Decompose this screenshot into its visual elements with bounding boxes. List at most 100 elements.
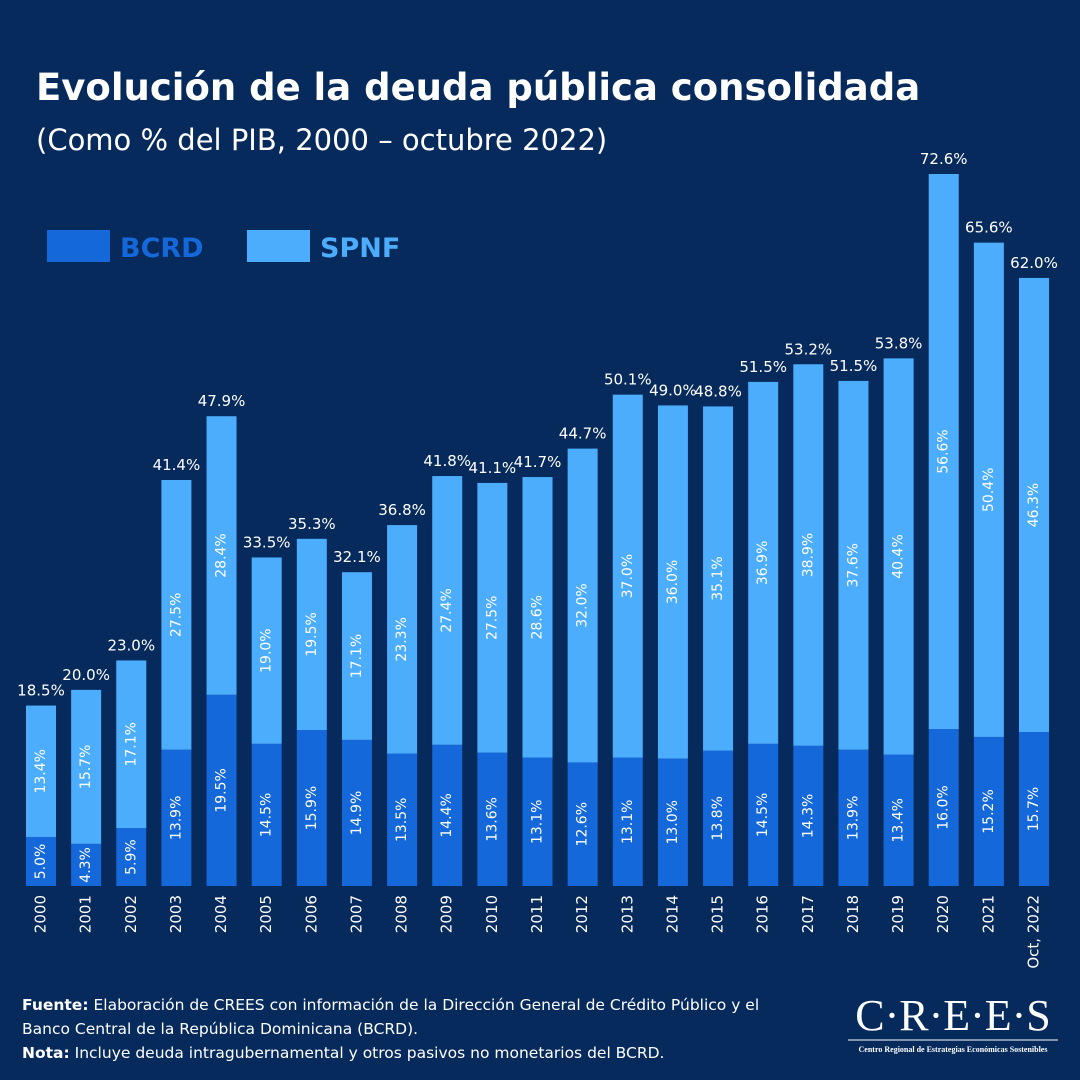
bar-segment — [341, 739, 372, 886]
bar-segment — [116, 828, 147, 886]
segment-label: 15.7% — [78, 745, 94, 789]
segment-label: 35.1% — [710, 556, 726, 600]
segment-label: 28.6% — [530, 595, 546, 639]
segment-label: 46.3% — [1026, 483, 1042, 527]
segment-label: 13.4% — [33, 749, 49, 793]
total-label: 41.4% — [153, 456, 201, 474]
bar-segment — [748, 743, 779, 886]
segment-label: 19.5% — [214, 768, 230, 812]
segment-label: 17.1% — [123, 722, 139, 766]
bar-segment — [251, 557, 282, 744]
x-tick-label: 2009 — [438, 895, 456, 933]
bar-segment — [838, 749, 869, 886]
svg-text:Nota: Incluye deuda intraguber: Nota: Incluye deuda intragubernamental y… — [22, 1044, 665, 1062]
bar-segment — [522, 477, 553, 758]
bar-segment — [657, 405, 688, 759]
bar-segment — [703, 406, 734, 751]
total-label: 18.5% — [17, 682, 65, 700]
bar-segment — [387, 753, 418, 886]
bar-segment — [251, 743, 282, 886]
segment-label: 4.3% — [78, 847, 94, 883]
segment-label: 15.7% — [1026, 787, 1042, 831]
bar-segment — [296, 730, 327, 886]
bar-segment — [477, 752, 508, 886]
total-label: 65.6% — [965, 219, 1013, 237]
segment-label: 27.5% — [168, 593, 184, 637]
bar-segment — [793, 364, 824, 746]
bar-segment — [748, 381, 779, 744]
bar-segment — [567, 448, 598, 763]
total-label: 62.0% — [1010, 254, 1058, 272]
total-label: 47.9% — [198, 392, 246, 410]
segment-label: 14.4% — [439, 793, 455, 837]
segment-label: 17.1% — [349, 634, 365, 678]
x-tick-label: 2014 — [663, 895, 681, 933]
bar-segment — [612, 757, 643, 886]
x-tick-label: 2005 — [257, 895, 275, 933]
segment-label: 13.6% — [484, 797, 500, 841]
bar-segment — [296, 538, 327, 731]
legend-swatch — [247, 230, 310, 262]
x-tick-label: 2017 — [799, 895, 817, 933]
bar-segment — [432, 744, 463, 886]
svg-text:Fuente: Elaboración de CREES c: Fuente: Elaboración de CREES con informa… — [22, 996, 759, 1014]
x-tick-label: 2018 — [844, 895, 862, 933]
segment-label: 16.0% — [936, 785, 952, 829]
bar-segment — [26, 836, 56, 886]
bar-segment — [116, 660, 147, 829]
x-tick-label: 2021 — [979, 895, 997, 933]
segment-label: 36.9% — [755, 541, 771, 585]
source-text: Elaboración de CREES con información de … — [93, 996, 759, 1014]
bar-segment — [703, 750, 734, 886]
bar-segment — [161, 479, 192, 750]
total-label: 41.1% — [469, 459, 517, 477]
bar-segment — [1019, 732, 1049, 886]
segment-label: 15.2% — [981, 789, 997, 833]
segment-label: 14.5% — [259, 793, 275, 837]
total-label: 36.8% — [378, 501, 426, 519]
bar-segment — [71, 843, 102, 886]
x-tick-label: 2001 — [77, 895, 95, 933]
segment-label: 14.9% — [349, 791, 365, 835]
bar-segment — [973, 242, 1004, 737]
segment-label: 15.9% — [304, 786, 320, 830]
bar-segment — [387, 525, 418, 754]
bar-segment — [432, 476, 463, 745]
total-label: 51.5% — [739, 358, 787, 376]
x-tick-label: 2016 — [754, 895, 772, 933]
segment-label: 13.4% — [891, 798, 907, 842]
segment-label: 32.0% — [575, 583, 591, 627]
bar-segment — [206, 416, 237, 695]
segment-label: 13.9% — [845, 796, 861, 840]
segment-label: 50.4% — [981, 468, 997, 512]
segment-label: 37.0% — [620, 554, 636, 598]
segment-label: 13.5% — [394, 798, 410, 842]
total-label: 41.8% — [423, 452, 471, 470]
segment-label: 13.0% — [665, 800, 681, 844]
total-label: 51.5% — [830, 357, 878, 375]
x-tick-label: 2008 — [393, 895, 411, 933]
bar-segment — [341, 572, 372, 740]
bar-segment — [71, 689, 102, 844]
segment-label: 23.3% — [394, 617, 410, 661]
segment-label: 37.6% — [845, 543, 861, 587]
x-tick-label: 2000 — [32, 895, 50, 933]
bar-segment — [838, 380, 869, 750]
segment-label: 56.6% — [936, 429, 952, 473]
x-tick-label: 2010 — [483, 895, 501, 933]
total-label: 53.2% — [784, 340, 832, 358]
bar-segment — [883, 754, 914, 886]
logo-tagline: Centro Regional de Estrategias Económica… — [859, 1045, 1048, 1054]
total-label: 41.7% — [514, 453, 562, 471]
note-text: Incluye deuda intragubernamental y otros… — [75, 1044, 665, 1062]
legend-label: BCRD — [120, 233, 204, 264]
segment-label: 38.9% — [800, 533, 816, 577]
bar-segment — [612, 394, 643, 758]
source-text: Banco Central de la República Dominicana… — [22, 1020, 418, 1038]
x-tick-label: 2002 — [122, 895, 140, 933]
bar-segment — [1019, 277, 1049, 733]
segment-label: 13.1% — [620, 800, 636, 844]
x-tick-label: 2007 — [347, 895, 365, 933]
segment-label: 13.1% — [530, 800, 546, 844]
